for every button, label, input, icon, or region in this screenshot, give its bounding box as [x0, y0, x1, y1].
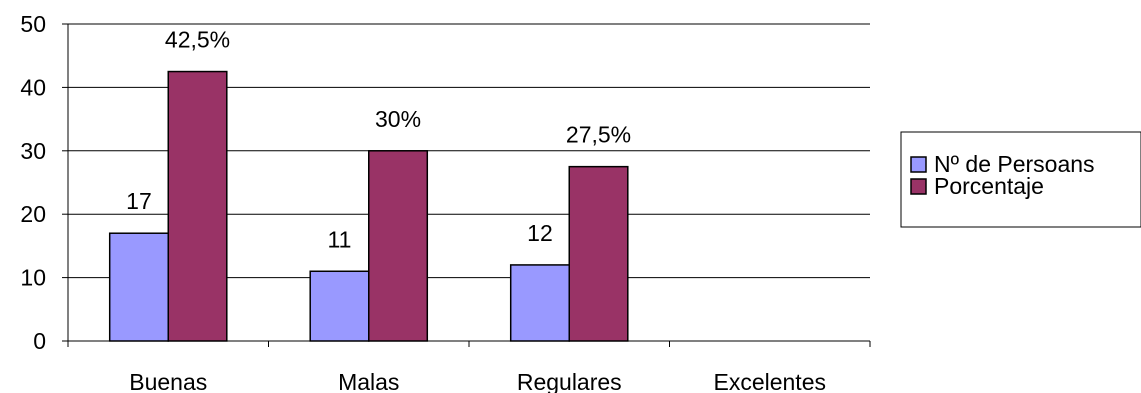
y-tick-labels: 0 10 20 30 40 50: [20, 11, 46, 354]
legend-label-persons: Nº de Persoans: [934, 151, 1095, 177]
legend-swatch-percentage: [910, 178, 927, 195]
data-label: 30%: [375, 106, 421, 132]
legend: Nº de Persoans Porcentaje: [900, 131, 1141, 228]
data-label: 42,5%: [165, 27, 230, 53]
x-tick-label: Regulares: [517, 369, 622, 393]
data-labels: 17 11 12 42,5% 30% 27,5%: [126, 27, 631, 253]
x-tick-label: Malas: [338, 369, 399, 393]
data-label: 27,5%: [566, 122, 631, 148]
bar-persons: [309, 270, 370, 342]
data-label: 12: [527, 220, 553, 246]
bar-percentage: [167, 70, 228, 342]
y-tick-label: 10: [20, 265, 46, 291]
y-tick-label: 50: [20, 11, 46, 37]
bars: [108, 70, 629, 342]
bar-persons: [108, 232, 170, 342]
bar-percentage: [368, 150, 429, 342]
bar-persons: [509, 264, 571, 342]
y-tick-label: 40: [20, 74, 46, 100]
x-tick-labels: Buenas Malas Regulares Excelentes: [129, 369, 826, 393]
x-tick-label: Excelentes: [713, 369, 826, 393]
y-tick-label: 20: [20, 201, 46, 227]
data-label: 17: [126, 188, 152, 214]
legend-swatch-persons: [910, 156, 927, 173]
legend-frame: [900, 131, 1141, 228]
x-tick-label: Buenas: [129, 369, 207, 393]
data-label: 11: [328, 226, 352, 252]
bar-percentage: [568, 165, 629, 342]
legend-label-percentage: Porcentaje: [934, 173, 1044, 199]
y-tick-label: 30: [20, 138, 46, 164]
y-tick-label: 0: [33, 328, 46, 354]
